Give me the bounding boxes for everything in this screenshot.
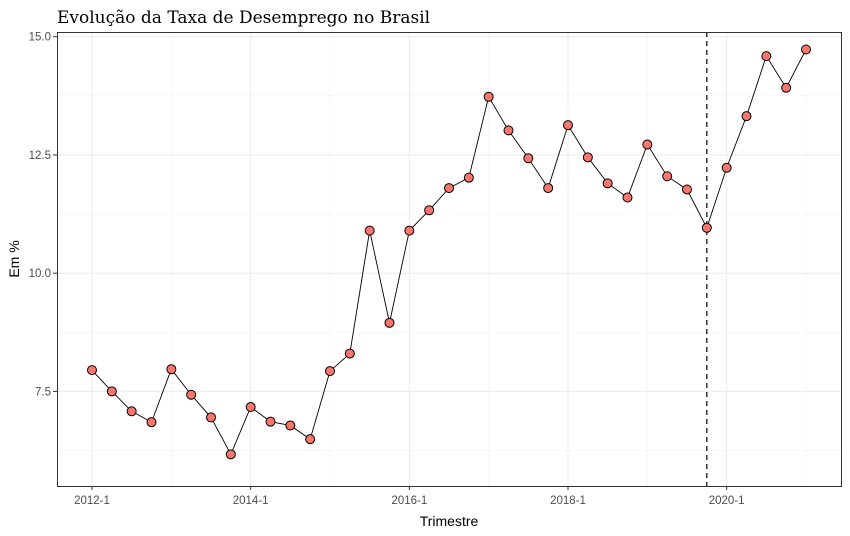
data-point (384, 317, 395, 328)
data-point (781, 82, 792, 93)
data-point (682, 184, 692, 195)
grid (57, 32, 841, 486)
data-point (602, 178, 613, 189)
series-line-layer (91, 49, 807, 456)
y-axis: 7.5 10.0 12.5 15.0 (29, 32, 57, 398)
data-point (424, 205, 435, 216)
data-point (801, 44, 811, 55)
data-point (206, 412, 216, 423)
data-point (761, 51, 772, 62)
x-axis-title: Trimestre (420, 513, 479, 529)
data-point (166, 364, 177, 375)
data-point (404, 225, 415, 236)
data-point (463, 172, 474, 183)
data-point (285, 420, 296, 431)
data-point (503, 125, 514, 136)
x-tick-label: 2018-1 (550, 495, 586, 507)
y-axis-title: Em % (6, 240, 22, 277)
data-point (305, 434, 316, 445)
data-point (146, 417, 157, 428)
x-tick-label: 2020-1 (709, 495, 745, 507)
data-point (444, 183, 454, 194)
data-point (483, 91, 494, 102)
data-point (265, 416, 276, 427)
chart-title: Evolução da Taxa de Desemprego no Brasil (57, 8, 430, 28)
data-point (701, 222, 712, 233)
x-tick-label: 2014-1 (233, 495, 269, 507)
data-point (225, 449, 236, 460)
panel-border (57, 32, 842, 487)
data-point (622, 192, 633, 203)
data-point (106, 386, 117, 397)
data-point (642, 139, 653, 150)
series-line (91, 49, 807, 456)
x-tick-label: 2012-1 (74, 495, 110, 507)
y-tick-label: 12.5 (29, 150, 51, 162)
data-point (582, 152, 593, 163)
data-point (344, 348, 355, 359)
x-tick-label: 2016-1 (391, 495, 427, 507)
data-point (563, 120, 573, 131)
data-point (543, 183, 554, 194)
data-point (662, 171, 673, 182)
data-point (325, 366, 335, 377)
data-point (245, 402, 256, 413)
data-point (126, 406, 137, 417)
x-axis: 2012-1 2014-1 2016-1 2018-1 2020-1 (74, 486, 745, 507)
data-point (721, 162, 732, 173)
y-tick-label: 15.0 (29, 32, 51, 44)
y-tick-label: 7.5 (35, 386, 51, 398)
data-point (741, 111, 752, 122)
data-point (87, 365, 97, 376)
data-point (186, 389, 197, 400)
data-points (87, 44, 811, 460)
data-point (364, 225, 375, 236)
data-point (523, 153, 534, 164)
y-tick-label: 10.0 (29, 268, 51, 280)
